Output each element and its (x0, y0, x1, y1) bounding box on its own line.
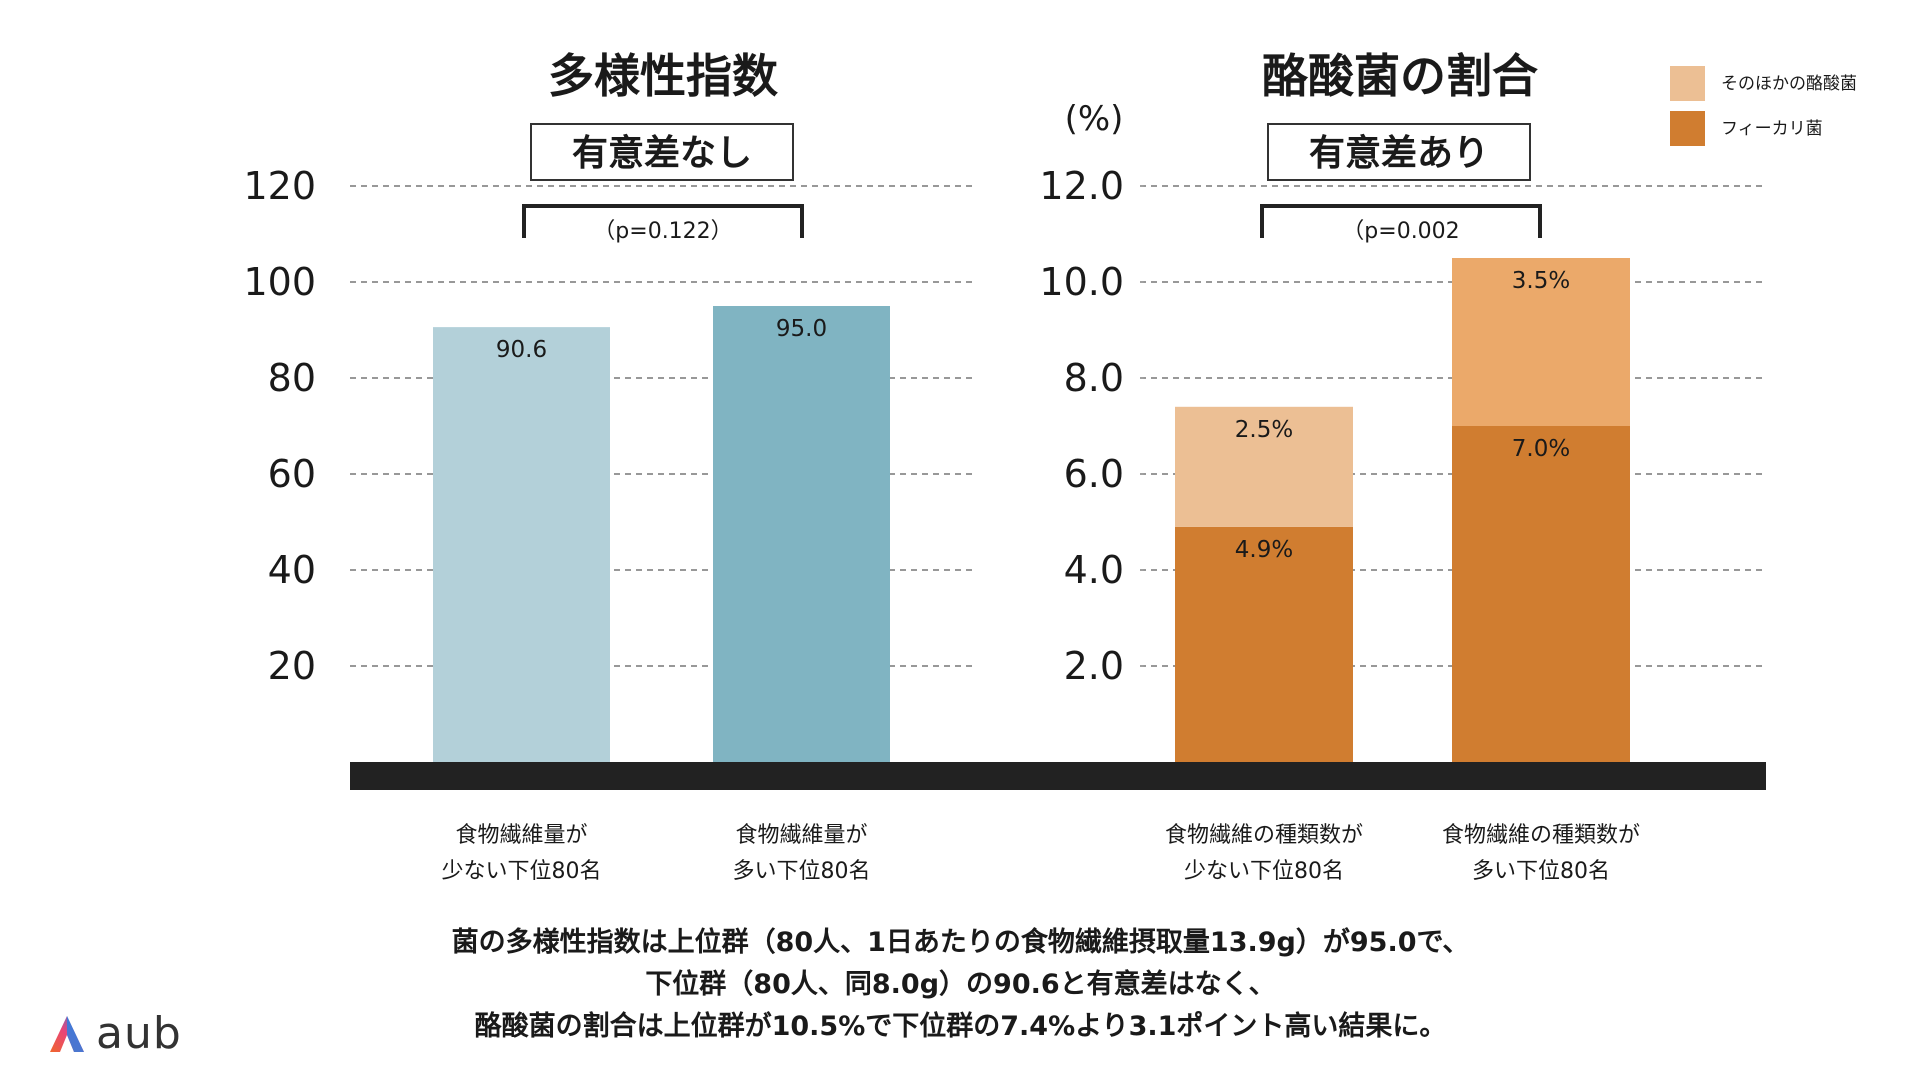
butyrate-significance-bracket (1260, 204, 1542, 238)
diversity-y-tick-label: 100 (243, 260, 316, 304)
caption-line-3: 酪酸菌の割合は上位群が10.5%で下位群の7.4%より3.1ポイント高い結果に。 (474, 1011, 1447, 1042)
diversity-y-tick-label: 60 (268, 452, 316, 496)
butyrate-significance-box (1267, 123, 1531, 181)
diversity-y-tick-label: 80 (268, 356, 316, 400)
aub-logo-icon (50, 1016, 84, 1052)
diversity-category-label: 多い下位80名 (733, 859, 871, 884)
diversity-significance-bracket (522, 204, 804, 238)
butyrate-stacked-segment (1452, 258, 1630, 426)
butyrate-unit-label: (%) (1065, 99, 1124, 139)
diversity-y-tick-label: 20 (268, 644, 316, 688)
butyrate-chart-title: 酪酸菌の割合 (1262, 49, 1538, 103)
caption-line-2: 下位群（80人、同8.0g）の90.6と有意差はなく、 (645, 969, 1276, 1000)
butyrate-segment-value-label: 2.5% (1235, 417, 1293, 443)
caption: 菌の多様性指数は上位群（80人、1日あたりの食物繊維摂取量13.9g）が95.0… (0, 922, 1921, 1048)
legend-swatch (1670, 111, 1705, 146)
butyrate-category-label: 多い下位80名 (1472, 859, 1610, 884)
diversity-significance-label: 有意差なし (572, 133, 752, 174)
butyrate-y-tick-label: 10.0 (1039, 260, 1124, 304)
butyrate-category-label: 少ない下位80名 (1184, 859, 1344, 884)
diversity-bar-value-label: 95.0 (776, 316, 827, 342)
x-axis-baseline (350, 762, 1766, 790)
legend-swatch (1670, 66, 1705, 101)
diversity-y-tick-label: 40 (268, 548, 316, 592)
caption-line-1: 菌の多様性指数は上位群（80人、1日あたりの食物繊維摂取量13.9g）が95.0… (451, 927, 1470, 958)
butyrate-stacked-segment (1452, 426, 1630, 762)
aub-logo: aub (48, 1012, 182, 1056)
logo-text: aub (96, 1008, 182, 1059)
legend-label: そのほかの酪酸菌 (1721, 74, 1857, 94)
butyrate-y-tick-label: 8.0 (1064, 356, 1124, 400)
butyrate-y-tick-label: 4.0 (1064, 548, 1124, 592)
butyrate-stacked-segment (1175, 526, 1353, 762)
diversity-p-value: （p=0.122） (593, 219, 732, 244)
diversity-category-label: 食物繊維量が (455, 823, 587, 848)
diversity-significance-box (530, 123, 794, 181)
butyrate-y-tick-label: 6.0 (1064, 452, 1124, 496)
butyrate-category-label: 食物繊維の種類数が (1442, 823, 1640, 848)
legend-label: フィーカリ菌 (1721, 119, 1823, 139)
diversity-bar-value-label: 90.6 (496, 337, 547, 363)
butyrate-segment-value-label: 3.5% (1512, 268, 1570, 294)
diversity-y-tick-label: 120 (243, 164, 316, 208)
diversity-bar (433, 327, 610, 762)
diversity-bar (713, 306, 890, 762)
butyrate-category-label: 食物繊維の種類数が (1165, 823, 1363, 848)
diversity-chart-title: 多様性指数 (548, 49, 778, 103)
diversity-category-label: 少ない下位80名 (442, 859, 602, 884)
butyrate-significance-label: 有意差あり (1309, 133, 1489, 174)
butyrate-y-tick-label: 2.0 (1064, 644, 1124, 688)
butyrate-stacked-segment (1175, 406, 1353, 527)
butyrate-segment-value-label: 4.9% (1235, 537, 1293, 563)
butyrate-y-tick-label: 12.0 (1039, 164, 1124, 208)
butyrate-p-value: （p=0.002 (1342, 219, 1459, 244)
diversity-category-label: 食物繊維量が (735, 823, 867, 848)
butyrate-segment-value-label: 7.0% (1512, 436, 1570, 462)
